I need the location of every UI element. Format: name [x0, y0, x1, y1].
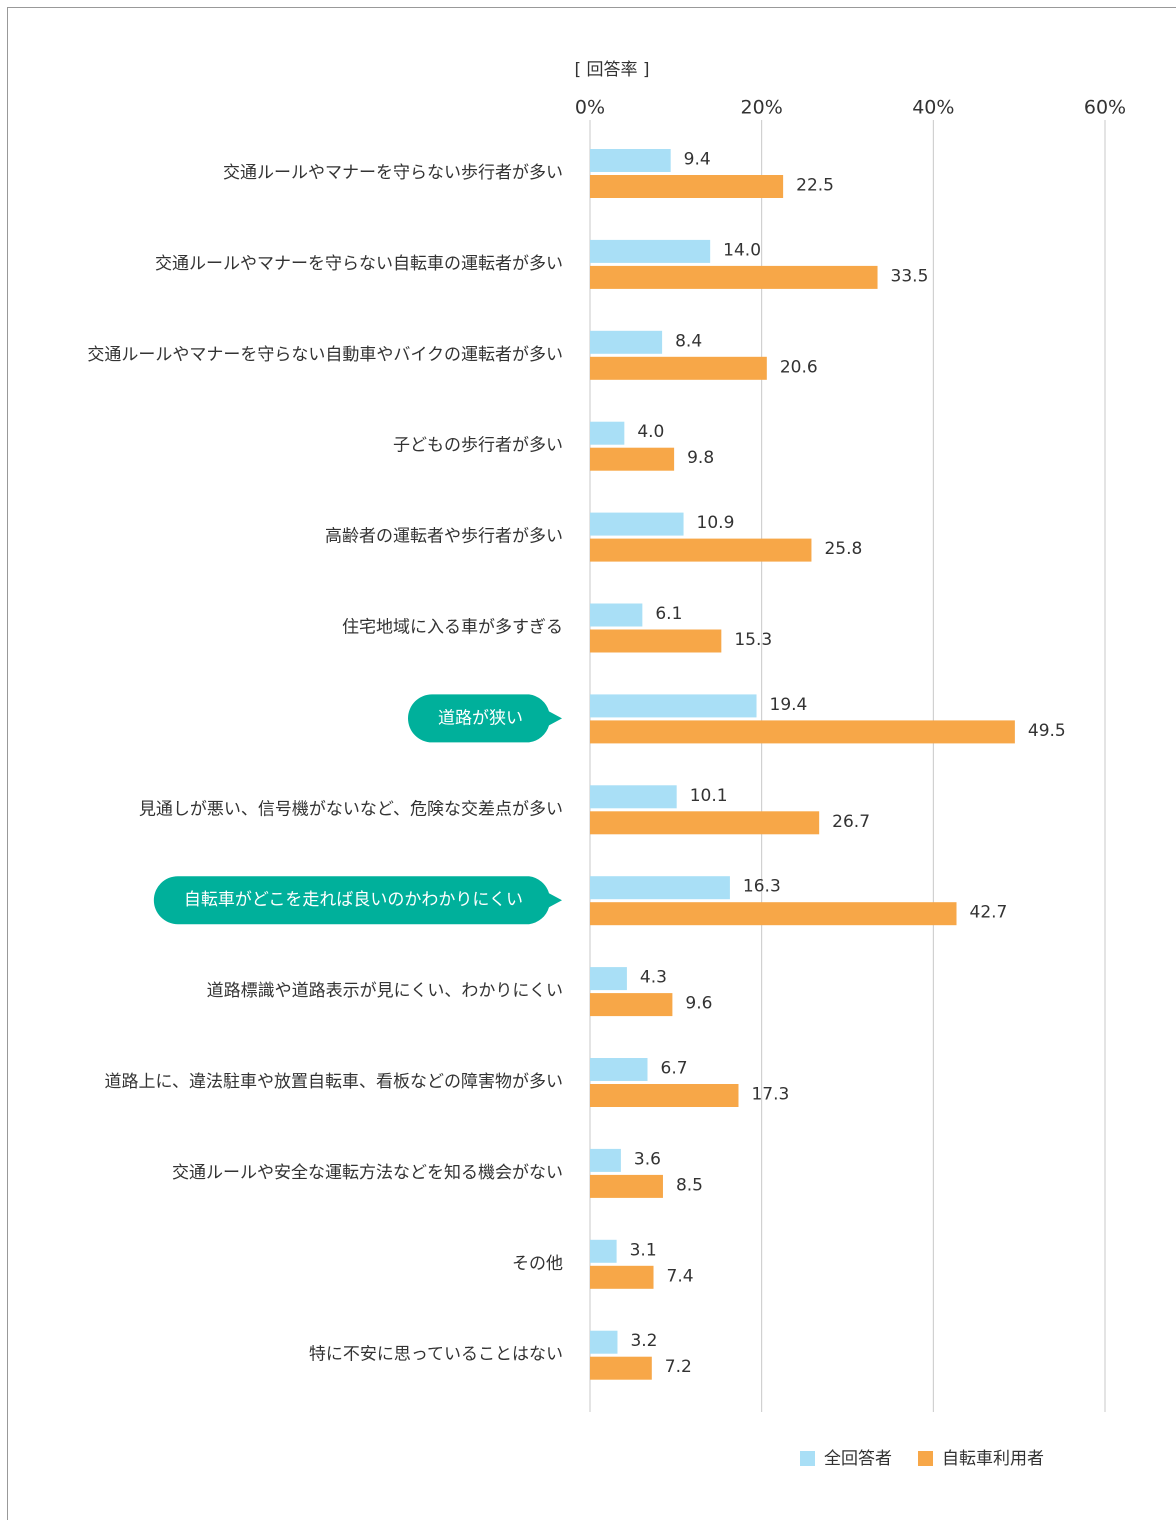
- bar: [590, 811, 820, 835]
- value-label: 8.4: [675, 331, 702, 351]
- value-label: 9.4: [684, 150, 711, 170]
- y-tick-label: 高齢者の運転者や歩行者が多い: [325, 527, 563, 547]
- value-label: 20.6: [780, 357, 818, 377]
- bar: [590, 1356, 652, 1380]
- bar: [590, 993, 673, 1017]
- bar: [590, 785, 677, 809]
- bar: [590, 330, 663, 354]
- value-label: 22.5: [796, 176, 834, 196]
- highlight-pill: [153, 876, 562, 925]
- bar: [590, 421, 625, 445]
- y-tick-label: 道路上に、違法駐車や放置自転車、看板などの障害物が多い: [105, 1072, 564, 1092]
- x-tick-label: 40%: [912, 97, 954, 119]
- bar: [590, 1239, 617, 1263]
- x-tick-label: 60%: [1084, 97, 1126, 119]
- y-tick-label: その他: [512, 1254, 563, 1274]
- value-label: 33.5: [891, 266, 929, 286]
- bar: [590, 1265, 654, 1289]
- bar: [590, 876, 730, 900]
- bar: [590, 967, 627, 991]
- y-tick-label: 交通ルールやマナーを守らない歩行者が多い: [223, 163, 563, 183]
- value-label: 14.0: [723, 240, 761, 260]
- y-tick-label: 見通しが悪い、信号機がないなど、危険な交差点が多い: [139, 799, 563, 819]
- bar: [590, 149, 671, 172]
- bar: [590, 447, 675, 471]
- bar: [590, 1084, 739, 1107]
- value-label: 25.8: [824, 539, 862, 559]
- y-tick-label: 道路が狭い: [438, 708, 523, 728]
- value-label: 16.3: [743, 877, 781, 897]
- value-label: 4.3: [640, 968, 667, 988]
- value-label: 17.3: [751, 1085, 789, 1105]
- value-label: 10.9: [697, 513, 735, 533]
- y-tick-label: 住宅地域に入る車が多すぎる: [342, 618, 563, 638]
- bar: [590, 1330, 618, 1354]
- y-tick-label: 交通ルールやマナーを守らない自転車の運転者が多い: [155, 254, 563, 274]
- bar: [590, 902, 957, 926]
- bar: [590, 694, 757, 718]
- bar: [590, 603, 643, 627]
- value-label: 15.3: [734, 630, 772, 650]
- bar: [590, 1148, 621, 1172]
- value-label: 3.6: [634, 1149, 661, 1169]
- y-tick-label: 子どもの歩行者が多い: [393, 436, 563, 456]
- x-tick-label: 20%: [741, 97, 783, 119]
- legend-label: 自転車利用者: [942, 1449, 1044, 1469]
- y-tick-label: 交通ルールや安全な運転方法などを知る機会がない: [172, 1163, 563, 1183]
- value-label: 10.1: [690, 786, 728, 806]
- y-tick-label: 自転車がどこを走れば良いのかわかりにくい: [184, 890, 523, 910]
- y-tick-label: 特に不安に思っていることはない: [309, 1345, 563, 1365]
- frame: [7, 7, 1176, 1520]
- bar: [590, 239, 711, 263]
- bar: [590, 538, 812, 562]
- value-label: 4.0: [637, 422, 664, 442]
- bar: [590, 175, 784, 198]
- bar: [590, 1058, 648, 1081]
- bar: [590, 629, 722, 653]
- value-label: 19.4: [770, 695, 808, 715]
- value-label: 26.7: [832, 812, 870, 832]
- bar: [590, 512, 684, 536]
- bar: [590, 1174, 663, 1198]
- value-label: 6.7: [661, 1059, 688, 1079]
- bar: [590, 356, 767, 380]
- legend-label: 全回答者: [824, 1449, 892, 1469]
- value-label: 9.6: [685, 994, 712, 1014]
- value-label: 3.1: [630, 1240, 657, 1260]
- value-label: 6.1: [655, 604, 682, 624]
- value-label: 49.5: [1028, 721, 1066, 741]
- x-tick-label: 0%: [575, 97, 605, 119]
- bar: [590, 720, 1015, 744]
- value-label: 42.7: [970, 903, 1008, 923]
- value-label: 7.4: [667, 1266, 694, 1286]
- axis-label: [ 回答率 ]: [574, 60, 649, 80]
- value-label: 7.2: [665, 1357, 692, 1377]
- value-label: 9.8: [687, 448, 714, 468]
- y-tick-label: 道路標識や道路表示が見にくい、わかりにくい: [207, 981, 563, 1001]
- bar: [590, 265, 878, 289]
- value-label: 8.5: [676, 1175, 703, 1195]
- legend-swatch: [918, 1451, 933, 1466]
- y-tick-label: 交通ルールやマナーを守らない自動車やバイクの運転者が多い: [87, 345, 563, 365]
- highlight-pill: [408, 694, 562, 743]
- legend-swatch: [800, 1451, 815, 1466]
- value-label: 3.2: [630, 1331, 657, 1351]
